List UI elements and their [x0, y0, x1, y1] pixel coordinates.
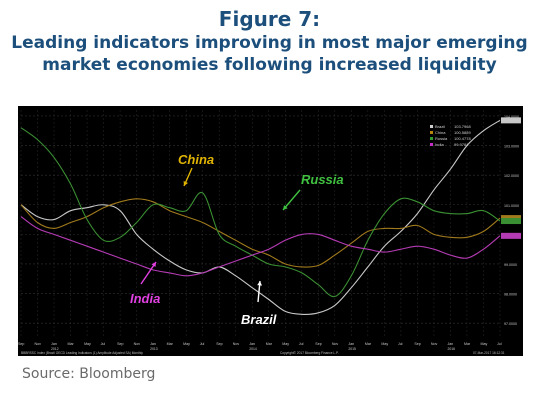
x-tick-label: Nov	[431, 342, 438, 346]
figure-title-block: Figure 7: Leading indicators improving i…	[0, 6, 539, 76]
x-tick-label: Sep	[117, 342, 123, 346]
x-tick-label: Jul	[200, 342, 205, 346]
footer-layer: BBBRSSC Index (Brazil OECD Leading Indic…	[21, 351, 505, 355]
x-tick-label: May	[183, 342, 190, 346]
legend-label-india: India	[435, 142, 444, 147]
annotation-arrowhead-russia	[283, 205, 288, 210]
line-chart: 104.0000103.0000102.0000101.0000100.0000…	[18, 110, 521, 355]
x-tick-label: Jan	[447, 342, 453, 346]
legend-swatch-russia	[430, 137, 433, 140]
series-layer	[20, 119, 501, 315]
x-tick-label: Jan	[249, 342, 255, 346]
y-tick-label: 98.0000	[504, 293, 517, 297]
x-tick-label: May	[84, 342, 91, 346]
x-year-label: 2014	[249, 347, 257, 351]
y-tick-label: 103.0000	[504, 145, 519, 149]
annotation-arrowhead-china	[183, 181, 188, 186]
footer-left: BBBRSSC Index (Brazil OECD Leading Indic…	[21, 351, 143, 355]
x-tick-label: Sep	[315, 342, 321, 346]
x-year-label: 2012	[51, 347, 59, 351]
series-line-india	[20, 216, 501, 277]
footer-center: Copyright© 2017 Bloomberg Finance L.P.	[280, 351, 339, 355]
legend-label-russia: Russia	[435, 136, 448, 141]
annotation-layer: China Russia India Brazil	[130, 152, 344, 327]
legend-label-brazil: Brazil	[435, 124, 445, 129]
y-tick-label: 101.0000	[504, 204, 519, 208]
legend-value-russia: 100.4778	[454, 136, 471, 141]
series-line-china	[20, 198, 501, 268]
source-note: Source: Bloomberg	[22, 366, 156, 382]
annotation-arrowhead-india	[151, 262, 156, 267]
x-tick-label: Mar	[167, 342, 174, 346]
last-value-tag-russia	[501, 218, 521, 225]
x-tick-label: May	[480, 342, 487, 346]
last-value-tag-brazil	[501, 117, 521, 124]
x-year-label: 2016	[447, 347, 455, 351]
axis-layer: 104.0000103.0000102.0000101.0000100.0000…	[18, 115, 521, 351]
x-tick-label: Nov	[233, 342, 240, 346]
figure-title: Leading indicators improving in most maj…	[0, 32, 539, 76]
x-tick-label: Sep	[216, 342, 222, 346]
x-tick-label: Sep	[414, 342, 420, 346]
x-year-label: 2013	[150, 347, 158, 351]
x-tick-label: Jan	[348, 342, 354, 346]
chart-panel: 104.0000103.0000102.0000101.0000100.0000…	[18, 106, 523, 356]
legend-value-india: 99.9784	[454, 142, 469, 147]
y-tick-label: 99.0000	[504, 263, 517, 267]
last-value-tag-india	[501, 232, 521, 239]
y-tick-label: 104.0000	[504, 115, 519, 119]
x-tick-label: Mar	[266, 342, 273, 346]
legend-swatch-brazil	[430, 125, 433, 128]
footer-right: 07-Mar-2017 16:12:31	[473, 351, 505, 355]
legend-value-china: 100.5889	[454, 130, 471, 135]
x-tick-label: Jan	[51, 342, 57, 346]
x-tick-label: Nov	[35, 342, 42, 346]
x-tick-label: Mar	[464, 342, 471, 346]
x-tick-label: Jul	[497, 342, 502, 346]
x-tick-label: Mar	[68, 342, 75, 346]
x-tick-label: Sep	[18, 342, 24, 346]
x-tick-label: Nov	[332, 342, 339, 346]
annotation-label-brazil: Brazil	[241, 312, 277, 327]
annotation-arrow-india	[140, 261, 157, 285]
legend-value-brazil: 103.7968	[454, 124, 471, 129]
series-line-brazil	[20, 119, 501, 315]
x-tick-label: Jul	[398, 342, 403, 346]
figure-title-line-1: Leading indicators improving in most maj…	[11, 33, 528, 53]
annotation-label-china: China	[178, 152, 214, 167]
figure-title-line-2: market economies following increased liq…	[42, 55, 497, 75]
x-year-label: 2015	[348, 347, 356, 351]
annotation-label-russia: Russia	[301, 172, 344, 187]
legend-swatch-india	[430, 143, 433, 146]
annotation-label-india: India	[130, 291, 160, 306]
y-tick-label: 97.0000	[504, 322, 517, 326]
grid-layer	[20, 110, 501, 338]
x-tick-label: Nov	[134, 342, 141, 346]
annotation-arrowhead-brazil	[257, 281, 262, 286]
y-tick-label: 102.0000	[504, 174, 519, 178]
x-tick-label: May	[381, 342, 388, 346]
x-tick-label: Jul	[299, 342, 304, 346]
x-tick-label: May	[282, 342, 289, 346]
x-tick-label: Jan	[150, 342, 156, 346]
x-tick-label: Mar	[365, 342, 372, 346]
legend-layer: Brazil 103.7968 China 100.5889 Russia 100.477…	[430, 124, 471, 147]
legend-label-china: China	[435, 130, 446, 135]
series-line-russia	[20, 127, 501, 298]
legend-swatch-china	[430, 131, 433, 134]
x-tick-label: Jul	[101, 342, 106, 346]
figure-label: Figure 7:	[218, 7, 321, 31]
